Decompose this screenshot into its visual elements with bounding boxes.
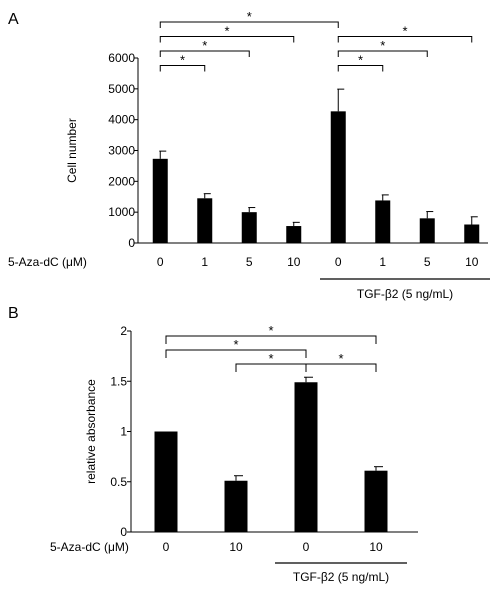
y-tick-label: 1.5 — [110, 374, 127, 388]
bar — [224, 480, 248, 532]
x-category-label: 5 — [246, 255, 253, 269]
row-label: 5-Aza-dC (μM) — [8, 255, 87, 269]
chart-a: 0 1000 2000 3000 4000 5000 6000 Cell number 0 1 5 1… — [8, 9, 490, 301]
significance-bracket — [159, 21, 339, 28]
x-category-label: 0 — [303, 540, 310, 554]
y-tick-label: 1000 — [108, 205, 135, 219]
bar — [154, 431, 178, 532]
bar — [152, 158, 168, 243]
significance-bracket — [165, 349, 307, 358]
significance-star: * — [233, 337, 238, 352]
y-tick-label: 2 — [120, 324, 127, 338]
bar — [364, 470, 388, 532]
x-category-label: 10 — [229, 540, 243, 554]
x-category-label: 10 — [287, 255, 301, 269]
x-category-label: 1 — [379, 255, 386, 269]
chart-b: 0 0.5 1 1.5 2 relative absorbance 0 10 0 10 5-Aza-… — [50, 323, 418, 584]
significance-bracket — [165, 335, 377, 344]
row-label: 5-Aza-dC (μM) — [50, 540, 129, 554]
y-tick-label: 0.5 — [110, 475, 127, 489]
y-tick-label: 0 — [128, 236, 135, 250]
significance-star: * — [338, 351, 343, 366]
significance-bracket — [337, 36, 473, 43]
bar — [375, 200, 391, 243]
significance-star: * — [180, 53, 185, 68]
significance-star: * — [358, 53, 363, 68]
bar — [464, 224, 480, 243]
significance-star: * — [268, 323, 273, 338]
group-label: TGF-β2 (5 ng/mL) — [357, 287, 453, 301]
x-category-label: 1 — [201, 255, 208, 269]
y-axis-label: relative absorbance — [84, 379, 98, 484]
y-tick-label: 3000 — [108, 144, 135, 158]
bar — [330, 111, 346, 243]
significance-bracket — [159, 50, 250, 57]
significance-star: * — [380, 38, 385, 53]
x-category-label: 10 — [369, 540, 383, 554]
y-tick-label: 2000 — [108, 174, 135, 188]
significance-bracket — [305, 363, 377, 372]
significance-bracket — [159, 65, 206, 72]
bar — [197, 198, 213, 243]
y-tick-label: 1 — [120, 425, 127, 439]
significance-star: * — [268, 351, 273, 366]
bar — [419, 218, 435, 243]
x-category-label: 0 — [335, 255, 342, 269]
y-tick-label: 6000 — [108, 51, 135, 65]
significance-star: * — [402, 24, 407, 39]
significance-star: * — [247, 9, 252, 24]
significance-bracket — [337, 50, 428, 57]
significance-bracket — [159, 36, 295, 43]
x-category-label: 5 — [424, 255, 431, 269]
significance-star: * — [202, 38, 207, 53]
y-axis-label: Cell number — [65, 118, 79, 183]
group-label: TGF-β2 (5 ng/mL) — [293, 570, 389, 584]
panel-a-label: A — [8, 11, 19, 28]
significance-star: * — [224, 24, 229, 39]
y-tick-label: 4000 — [108, 113, 135, 127]
bar — [294, 382, 318, 532]
x-category-label: 0 — [157, 255, 164, 269]
y-tick-label: 0 — [120, 525, 127, 539]
bar — [241, 212, 257, 243]
panel-b-label: B — [8, 305, 19, 322]
x-category-label: 0 — [163, 540, 170, 554]
bar — [286, 226, 302, 243]
significance-bracket — [337, 65, 384, 72]
x-category-label: 10 — [465, 255, 479, 269]
y-tick-label: 5000 — [108, 82, 135, 96]
